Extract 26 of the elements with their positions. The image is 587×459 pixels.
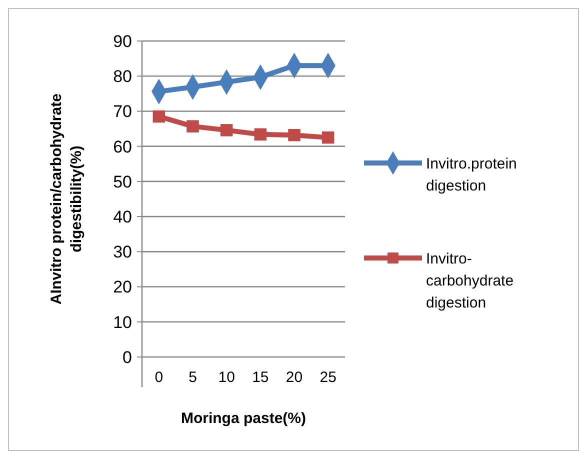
point bbox=[220, 124, 233, 136]
y-tick-label: 10 bbox=[113, 312, 132, 332]
x-tick-label: 20 bbox=[286, 369, 303, 386]
y-tick-label: 20 bbox=[113, 278, 132, 297]
y-tick-label: 40 bbox=[113, 208, 132, 227]
x-tick-label: 10 bbox=[218, 369, 235, 386]
legend-label: Invitro.protein digestion bbox=[426, 155, 517, 194]
y-tick-label: 80 bbox=[113, 67, 132, 86]
point bbox=[152, 110, 166, 123]
y-tick-label: 30 bbox=[113, 242, 132, 262]
y-tick-label: 60 bbox=[113, 137, 132, 156]
point bbox=[254, 128, 267, 141]
x-tick-label: 5 bbox=[188, 369, 197, 386]
x-axis-title: Moringa paste(%) bbox=[180, 410, 306, 427]
y-tick-label: 0 bbox=[122, 348, 132, 367]
x-tick-label: 25 bbox=[320, 369, 336, 386]
y-axis-title: AInvitro protein/carbohydrate digestibility(%) bbox=[48, 94, 85, 304]
y-tick-label: 90 bbox=[113, 32, 132, 51]
y-tick-label: 50 bbox=[113, 172, 132, 192]
y-tick-label: 70 bbox=[113, 102, 132, 122]
point bbox=[322, 131, 334, 144]
point bbox=[288, 128, 300, 142]
legend-label: Invitro-carbohydrate digestion bbox=[426, 250, 514, 312]
point bbox=[186, 120, 199, 132]
x-tick-label: 0 bbox=[154, 369, 164, 386]
x-tick-label: 15 bbox=[252, 369, 269, 386]
